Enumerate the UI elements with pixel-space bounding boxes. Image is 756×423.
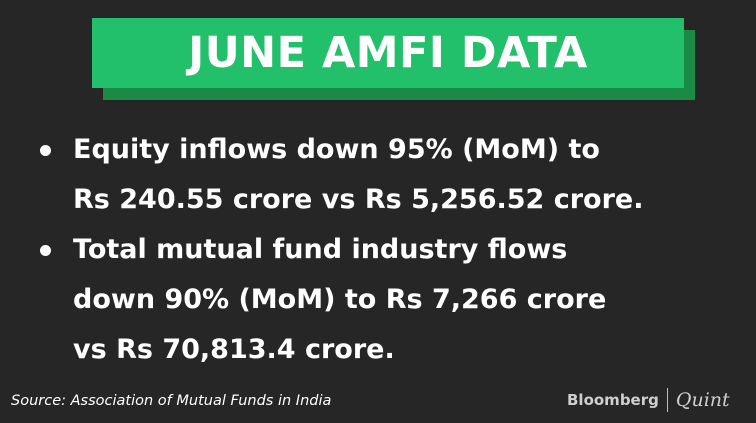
bullet-line: Total mutual fund industry flows: [73, 234, 568, 265]
bullet-item-total-flows: Total mutual fund industry flows down 90…: [40, 225, 740, 375]
bullet-line: vs Rs 70,813.4 crore.: [73, 334, 395, 365]
source-caption: Source: Association of Mutual Funds in I…: [11, 393, 332, 409]
bullet-item-equity: Equity inflows down 95% (MoM) to Rs 240.…: [40, 125, 740, 225]
bullet-dot-icon: [40, 245, 51, 256]
logo-divider: [666, 388, 668, 412]
bullet-line: Equity inflows down 95% (MoM) to: [73, 134, 600, 165]
bloomberg-quint-logo: Bloomberg Quint: [567, 388, 730, 412]
bullet-dot-icon: [40, 145, 51, 156]
title-banner: JUNE AMFI DATA: [92, 18, 684, 88]
page-title: JUNE AMFI DATA: [188, 28, 588, 78]
logo-sub-text: Quint: [675, 389, 730, 411]
bullet-line: Rs 240.55 crore vs Rs 5,256.52 crore.: [73, 184, 644, 215]
bullet-list: Equity inflows down 95% (MoM) to Rs 240.…: [40, 125, 740, 375]
bullet-line: down 90% (MoM) to Rs 7,266 crore: [73, 284, 607, 315]
logo-brand-text: Bloomberg: [567, 391, 659, 409]
